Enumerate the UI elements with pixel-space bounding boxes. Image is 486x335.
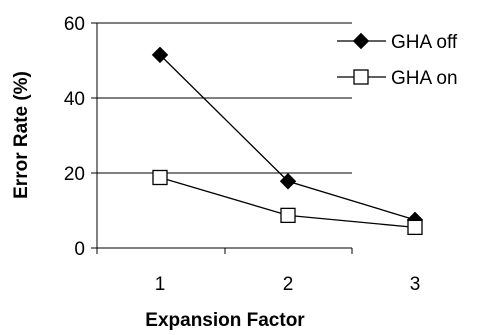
legend-item: GHA off [337, 32, 458, 53]
y-ticks: 0 20 40 60 [64, 14, 97, 260]
series-line [159, 54, 416, 221]
series-1 [151, 46, 424, 229]
series-layer [151, 46, 424, 236]
data-point [407, 219, 423, 236]
gridlines [97, 22, 352, 174]
x-ticks: 1 2 3 [96, 248, 421, 295]
y-tick-label: 0 [74, 239, 85, 260]
x-tick-label: 2 [283, 274, 294, 295]
legend-marker [352, 32, 370, 50]
series-2 [152, 169, 423, 236]
legend-item: GHA on [337, 68, 458, 89]
y-tick-label: 60 [64, 14, 85, 35]
axes [96, 23, 352, 249]
data-point [280, 207, 296, 224]
data-point [151, 46, 169, 64]
x-axis-title: Expansion Factor [145, 310, 305, 331]
y-tick-label: 40 [64, 89, 85, 110]
legend: GHA off GHA on [337, 32, 458, 89]
legend-label: GHA on [391, 68, 458, 89]
y-tick-label: 20 [64, 164, 85, 185]
x-tick-label: 3 [410, 274, 421, 295]
legend-label: GHA off [391, 32, 458, 53]
data-point [152, 169, 168, 186]
legend-marker [353, 69, 369, 85]
x-tick-label: 1 [155, 274, 166, 295]
data-point [279, 173, 297, 190]
y-axis-title: Error Rate (%) [11, 71, 32, 199]
